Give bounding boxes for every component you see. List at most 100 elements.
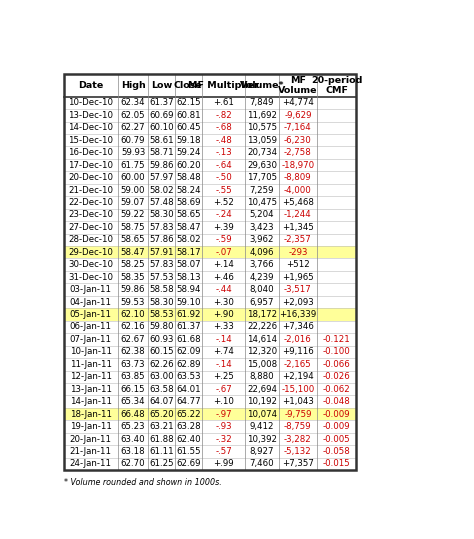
Text: 58.13: 58.13 [176,273,201,282]
Text: 15-Dec-10: 15-Dec-10 [68,136,113,144]
Text: +.90: +.90 [213,310,234,319]
Text: 10,392: 10,392 [247,434,277,444]
Text: -18,970: -18,970 [281,161,314,170]
Text: 65.22: 65.22 [176,410,201,419]
Bar [64,246,356,259]
Text: 4,239: 4,239 [250,273,274,282]
Text: -0.005: -0.005 [323,434,350,444]
Text: 8,040: 8,040 [250,285,274,294]
Text: 66.48: 66.48 [121,410,146,419]
Text: 57.91: 57.91 [149,248,174,257]
Bar [64,308,356,321]
Text: 10,074: 10,074 [247,410,277,419]
Text: 65.23: 65.23 [121,422,146,431]
Text: 17,705: 17,705 [247,173,277,182]
Text: -.59: -.59 [215,236,232,244]
Text: 61.25: 61.25 [149,459,174,468]
Text: -.82: -.82 [215,111,232,120]
Text: -2,016: -2,016 [284,335,312,344]
Text: 21-Dec-10: 21-Dec-10 [68,185,113,195]
Text: 62.69: 62.69 [176,459,201,468]
Text: -0.066: -0.066 [323,360,350,369]
Text: 57.53: 57.53 [149,273,174,282]
Text: +1,043: +1,043 [282,397,314,406]
Text: 58.61: 58.61 [149,136,174,144]
Text: 18-Jan-11: 18-Jan-11 [70,410,112,419]
Text: +.30: +.30 [213,298,234,307]
Text: 62.38: 62.38 [121,347,146,356]
Text: 58.53: 58.53 [149,310,174,319]
Text: 17-Dec-10: 17-Dec-10 [68,161,113,170]
Text: -.50: -.50 [215,173,232,182]
Text: 3,766: 3,766 [250,260,274,269]
Text: 63.18: 63.18 [121,447,146,456]
Text: 10,192: 10,192 [247,397,277,406]
Text: -293: -293 [288,248,308,257]
Text: 18,172: 18,172 [247,310,277,319]
Text: 63.85: 63.85 [121,372,146,381]
Text: 62.10: 62.10 [121,310,146,319]
Text: 58.47: 58.47 [121,248,146,257]
Text: 62.70: 62.70 [121,459,146,468]
Text: -0.026: -0.026 [323,372,350,381]
Text: 66.15: 66.15 [121,385,146,393]
Text: -.93: -.93 [215,422,232,431]
Text: 21-Jan-11: 21-Jan-11 [70,447,112,456]
Text: 19-Jan-11: 19-Jan-11 [70,422,112,431]
Text: 14-Jan-11: 14-Jan-11 [70,397,112,406]
Text: 7,849: 7,849 [250,98,274,107]
Text: -.07: -.07 [215,248,232,257]
Text: 62.67: 62.67 [121,335,146,344]
Text: -0.015: -0.015 [323,459,350,468]
Text: +9,116: +9,116 [282,347,314,356]
Text: 05-Jan-11: 05-Jan-11 [70,310,112,319]
Text: Volume*: Volume* [240,81,284,89]
Text: +16,339: +16,339 [279,310,317,319]
Text: 62.05: 62.05 [121,111,146,120]
Text: 58.30: 58.30 [149,210,174,219]
Text: 14,614: 14,614 [247,335,277,344]
Text: 64.77: 64.77 [176,397,201,406]
Text: 59.00: 59.00 [121,185,146,195]
Text: 12,320: 12,320 [247,347,277,356]
Text: 61.68: 61.68 [176,335,201,344]
Text: +.39: +.39 [213,223,234,232]
Text: 06-Jan-11: 06-Jan-11 [70,322,112,331]
Text: 59.24: 59.24 [176,148,201,157]
Text: -15,100: -15,100 [281,385,314,393]
Text: 62.34: 62.34 [121,98,146,107]
Text: 61.55: 61.55 [176,447,201,456]
Text: 10-Jan-11: 10-Jan-11 [70,347,112,356]
Text: 23-Dec-10: 23-Dec-10 [68,210,113,219]
Text: +.25: +.25 [213,372,234,381]
Text: 60.10: 60.10 [149,123,174,132]
Text: 60.00: 60.00 [121,173,146,182]
Bar [118,308,148,321]
Text: 31-Dec-10: 31-Dec-10 [68,273,113,282]
Text: 57.83: 57.83 [149,260,174,269]
Text: +4,774: +4,774 [282,98,314,107]
Text: 03-Jan-11: 03-Jan-11 [70,285,112,294]
Text: -8,809: -8,809 [284,173,312,182]
Text: 9,412: 9,412 [250,422,274,431]
Text: -.32: -.32 [215,434,232,444]
Text: -.55: -.55 [215,185,232,195]
Text: 6,957: 6,957 [250,298,274,307]
Text: 7,259: 7,259 [250,185,274,195]
Text: 58.02: 58.02 [149,185,174,195]
Text: +7,357: +7,357 [282,459,314,468]
Text: 63.53: 63.53 [176,372,201,381]
Text: 60.93: 60.93 [149,335,174,344]
Text: 59.22: 59.22 [121,210,146,219]
Text: 57.97: 57.97 [149,173,174,182]
Text: 58.07: 58.07 [176,260,201,269]
Text: 4,096: 4,096 [250,248,274,257]
Text: 11,692: 11,692 [247,111,277,120]
Text: -0.100: -0.100 [323,347,350,356]
Text: 59.53: 59.53 [121,298,146,307]
Text: -.44: -.44 [215,285,232,294]
Text: Close: Close [174,81,203,89]
Text: -.14: -.14 [215,335,232,344]
Text: -9,629: -9,629 [284,111,311,120]
Text: 20-Dec-10: 20-Dec-10 [68,173,113,182]
